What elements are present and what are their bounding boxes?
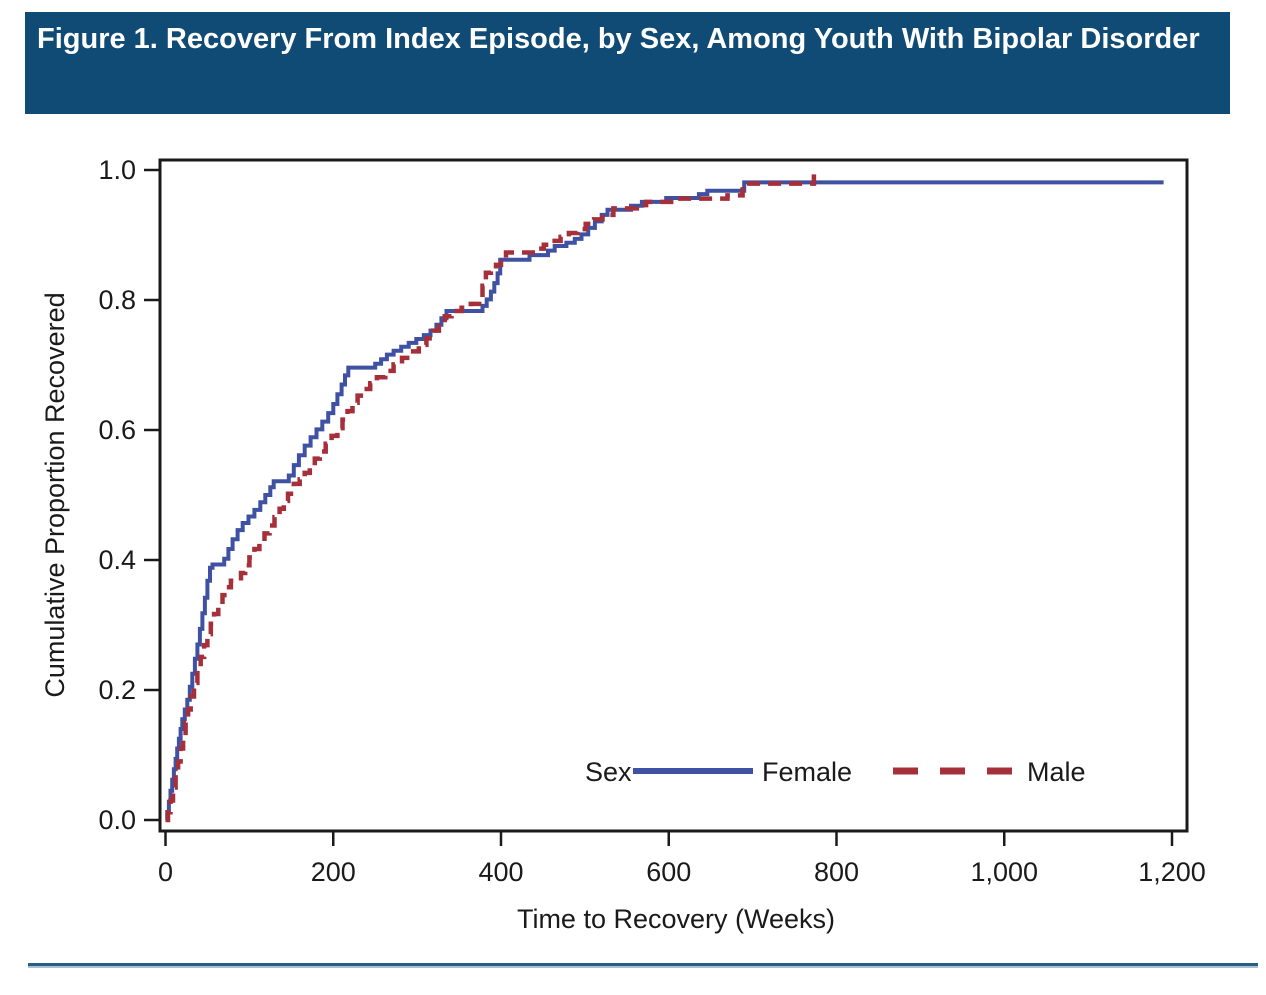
- figure-title: Figure 1. Recovery From Index Episode, b…: [37, 23, 1200, 55]
- x-tick-label: 1,200: [1138, 857, 1206, 887]
- legend-male-label: Male: [1027, 757, 1086, 787]
- series-line-male: [165, 170, 817, 823]
- series-lines: [165, 170, 1164, 823]
- y-tick-label: 0.6: [98, 415, 136, 445]
- x-ticks: 0 200 400 600 800 1,000 1,200: [158, 831, 1206, 887]
- legend: Sex Female Male: [585, 757, 1086, 787]
- y-axis: 0.0 0.2 0.4 0.6 0.8 1.0 Cumulative Proportion…: [40, 155, 159, 835]
- legend-female-label: Female: [762, 757, 852, 787]
- plot-frame: [158, 158, 1189, 833]
- x-tick-label: 200: [311, 857, 356, 887]
- x-tick-label: 1,000: [970, 857, 1038, 887]
- figure-title-bar: Figure 1. Recovery From Index Episode, b…: [25, 12, 1230, 114]
- x-tick-label: 400: [478, 857, 523, 887]
- x-axis: 0 200 400 600 800 1,000 1,200 Time to Recovery…: [158, 831, 1206, 934]
- y-axis-title: Cumulative Proportion Recovered: [40, 292, 70, 697]
- x-tick-label: 600: [646, 857, 691, 887]
- legend-title: Sex: [585, 757, 632, 787]
- y-tick-label: 0.2: [98, 675, 136, 705]
- y-tick-label: 0.4: [98, 545, 136, 575]
- plot-frame-group: [158, 158, 1189, 833]
- x-tick-label: 0: [158, 857, 173, 887]
- y-ticks: 0.0 0.2 0.4 0.6 0.8 1.0: [98, 155, 159, 835]
- y-tick-label: 0.8: [98, 285, 136, 315]
- x-tick-label: 800: [814, 857, 859, 887]
- y-tick-label: 1.0: [98, 155, 136, 185]
- x-axis-title: Time to Recovery (Weeks): [517, 904, 835, 934]
- series-line-female: [165, 180, 1164, 822]
- y-tick-label: 0.0: [98, 805, 136, 835]
- footer-rule: [28, 963, 1258, 968]
